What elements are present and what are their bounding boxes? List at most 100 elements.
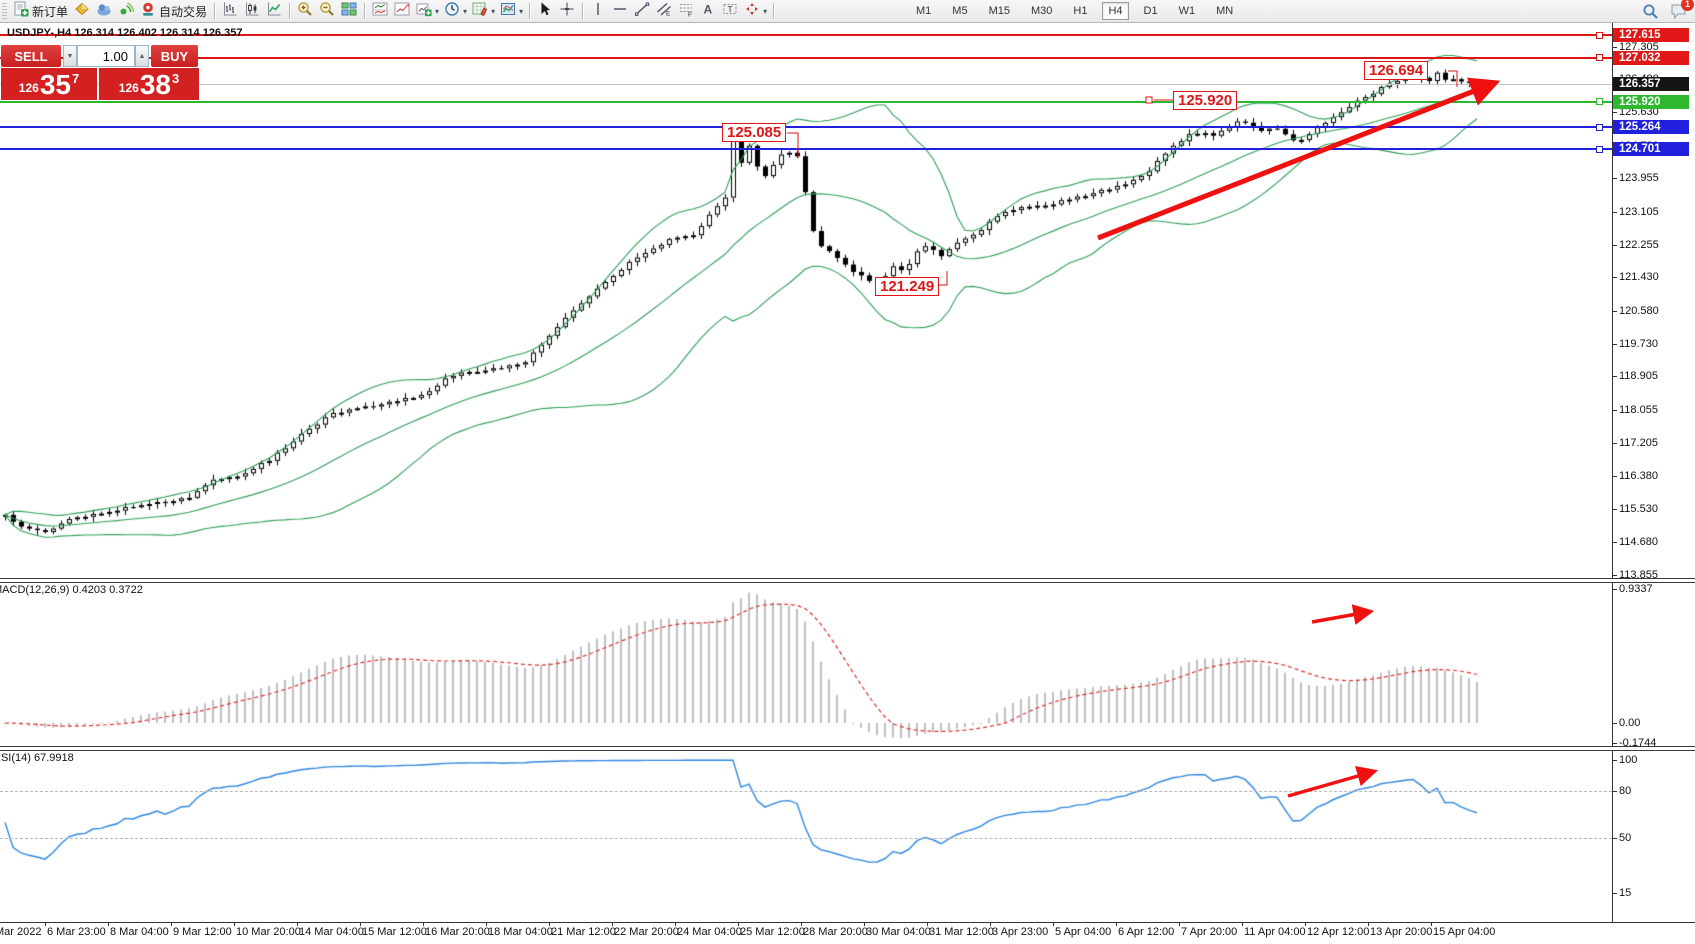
time-axis-tick xyxy=(45,922,46,926)
price-level-line-124.701[interactable] xyxy=(0,148,1612,151)
price-axis-tick xyxy=(1612,310,1617,312)
price-callout-125.085[interactable]: 125.085 xyxy=(722,123,787,142)
line-chart-mode-button[interactable] xyxy=(264,1,284,21)
volume-increase-button[interactable]: ▲ xyxy=(135,45,149,67)
chart-box-icon xyxy=(500,1,516,22)
price-axis-tick-label: 127.305 xyxy=(1619,40,1659,53)
line-endpoint-marker[interactable] xyxy=(1596,145,1603,153)
line-endpoint-marker[interactable] xyxy=(1596,98,1603,106)
indicator-window-button[interactable] xyxy=(370,1,390,21)
panel-separator[interactable] xyxy=(0,746,1695,751)
add-indicator-dropdown[interactable]: ▾ xyxy=(435,6,440,16)
timeframe-m15-button[interactable]: M15 xyxy=(988,5,1010,17)
new-order-button[interactable]: 新订单 xyxy=(11,1,70,21)
add-indicator-button[interactable] xyxy=(414,1,434,21)
candle-chart-icon xyxy=(244,1,260,22)
channel-tool-button[interactable]: E xyxy=(654,1,674,21)
chat-icon[interactable]: 1 xyxy=(1668,0,1694,21)
sell-price[interactable]: 126 35 7 xyxy=(1,68,97,100)
zoom-in-button[interactable] xyxy=(295,1,315,21)
line-endpoint-marker[interactable] xyxy=(1596,31,1603,39)
timeframe-m1-button[interactable]: M1 xyxy=(916,5,932,17)
horizontal-line-tool-button[interactable] xyxy=(610,1,630,21)
signals-button[interactable] xyxy=(116,1,136,21)
notification-badge[interactable]: 1 xyxy=(1681,0,1694,11)
text-label-tool-button[interactable]: T xyxy=(720,1,740,21)
toolbar-grip-handle[interactable] xyxy=(2,3,7,19)
toolbar-separator xyxy=(773,3,775,19)
arrows-tool-button[interactable] xyxy=(742,1,762,21)
price-callout-126.694[interactable]: 126.694 xyxy=(1364,61,1429,80)
crosshair-tool-button[interactable] xyxy=(557,1,577,21)
price-level-line-125.264[interactable] xyxy=(0,126,1612,129)
timeframe-m30-button[interactable]: M30 xyxy=(1030,5,1053,17)
timeframe-mn-button[interactable]: MN xyxy=(1216,5,1234,17)
rsi-axis-label: 50 xyxy=(1619,832,1632,844)
time-axis-label: 31 Mar 12:00 xyxy=(929,926,994,938)
bar-chart-mode-button[interactable] xyxy=(220,1,240,21)
text-tool-button[interactable]: A xyxy=(698,1,718,21)
macd-panel-canvas[interactable] xyxy=(0,582,1612,746)
volume-decrease-button[interactable]: ▼ xyxy=(63,45,77,67)
chart-profile-dropdown[interactable]: ▾ xyxy=(519,6,524,16)
timeframe-d1-button[interactable]: D1 xyxy=(1143,5,1158,17)
text-label-icon: T xyxy=(722,1,738,22)
trendline-tool-button[interactable] xyxy=(632,1,652,21)
one-click-trading-panel: SELL ▼ 1.00 ▲ BUY 126 35 7 126 38 3 xyxy=(1,45,199,100)
rsi-panel-canvas[interactable] xyxy=(0,750,1612,922)
search-icon[interactable] xyxy=(1640,1,1661,21)
timeframe-h4-button[interactable]: H4 xyxy=(1102,2,1129,20)
macd-axis-tick xyxy=(1612,743,1617,744)
candle-chart-mode-button[interactable] xyxy=(242,1,262,21)
chart-template-dropdown[interactable]: ▾ xyxy=(491,6,496,16)
new-order-button-label: 新订单 xyxy=(32,4,69,19)
period-clock-button[interactable] xyxy=(442,1,462,21)
timeframe-w1-button[interactable]: W1 xyxy=(1178,5,1196,17)
time-axis-label: 30 Mar 04:00 xyxy=(866,926,931,938)
time-axis-label: 7 Apr 20:00 xyxy=(1181,926,1238,938)
timeframe-h1-button[interactable]: H1 xyxy=(1073,5,1088,17)
time-axis-label: 9 Mar 12:00 xyxy=(173,926,232,938)
crosshair-icon xyxy=(559,1,575,22)
indicator-list-button[interactable] xyxy=(392,1,412,21)
time-axis-tick xyxy=(864,922,865,926)
main-chart-canvas[interactable] xyxy=(0,22,1612,578)
price-callout-121.249[interactable]: 121.249 xyxy=(875,277,940,296)
fibonacci-tool-button[interactable]: F xyxy=(676,1,696,21)
buy-price[interactable]: 126 38 3 xyxy=(99,68,199,100)
sell-button[interactable]: SELL xyxy=(1,45,61,67)
chart-profile-button[interactable] xyxy=(498,1,518,21)
macd-axis-label: 0.00 xyxy=(1619,717,1641,729)
price-level-line-125.920[interactable] xyxy=(0,100,1612,103)
tile-windows-button[interactable] xyxy=(339,1,359,21)
sell-price-prefix: 126 xyxy=(18,81,39,95)
timeframe-m5-button[interactable]: M5 xyxy=(952,5,968,17)
vertical-line-tool-button[interactable] xyxy=(588,1,608,21)
cursor-tool-button[interactable] xyxy=(535,1,555,21)
price-axis-tick-label: 114.680 xyxy=(1619,536,1658,549)
community-button[interactable] xyxy=(94,1,114,21)
current-price-line[interactable] xyxy=(0,83,1612,85)
chart-styles-button[interactable] xyxy=(72,1,92,21)
line-endpoint-marker[interactable] xyxy=(1596,54,1603,62)
price-axis-tick xyxy=(1612,211,1617,213)
arrows-tool-dropdown[interactable]: ▾ xyxy=(763,6,768,16)
rsi-level-line-80 xyxy=(0,791,1612,793)
macd-axis-tick xyxy=(1612,723,1617,724)
price-axis-tick-label: 121.430 xyxy=(1619,271,1659,284)
buy-button[interactable]: BUY xyxy=(151,45,198,67)
price-callout-125.920[interactable]: 125.920 xyxy=(1173,91,1238,110)
autotrading-button[interactable]: 自动交易 xyxy=(138,1,209,21)
volume-input[interactable]: 1.00 xyxy=(77,45,135,67)
price-level-line-127.032[interactable] xyxy=(0,56,1612,59)
price-axis-tick xyxy=(1612,178,1617,180)
period-dropdown[interactable]: ▾ xyxy=(463,6,468,16)
bar-chart-icon xyxy=(222,1,238,22)
line-endpoint-marker[interactable] xyxy=(1596,123,1603,131)
zoom-out-button[interactable] xyxy=(317,1,337,21)
chart-template-button[interactable] xyxy=(470,1,490,21)
price-level-line-127.615[interactable] xyxy=(0,34,1612,36)
panel-separator[interactable] xyxy=(0,578,1695,583)
time-axis-tick xyxy=(927,922,928,926)
price-badge-125.264: 125.264 xyxy=(1613,120,1689,135)
